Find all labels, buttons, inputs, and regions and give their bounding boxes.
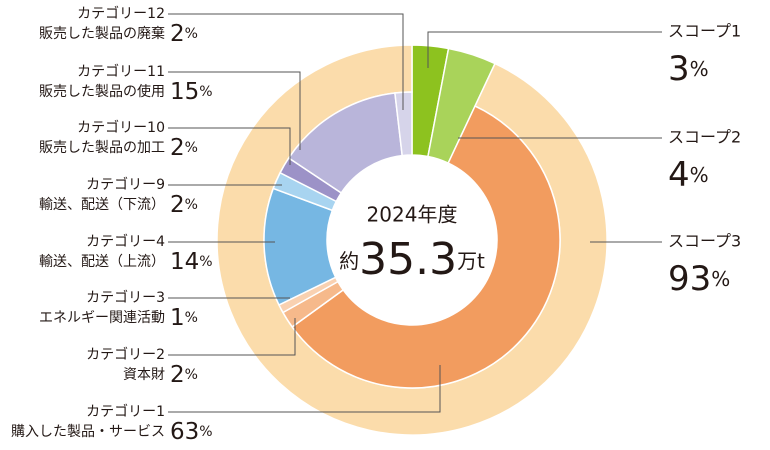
- category-value: 2%: [170, 135, 198, 161]
- total-prefix: 約: [339, 249, 359, 273]
- category-name: カテゴリー12: [77, 5, 165, 22]
- category-segment: [394, 91, 413, 157]
- category-description: 輸送、配送（下流）: [39, 197, 165, 213]
- value-unit: %: [199, 424, 212, 440]
- category-value: 2%: [170, 362, 198, 388]
- category-description: 資本財: [123, 367, 165, 383]
- category-value: 63%: [170, 419, 213, 445]
- value-unit: %: [185, 197, 198, 213]
- value-unit: %: [185, 140, 198, 156]
- value-number: 2: [170, 192, 185, 218]
- value-number: 2: [170, 21, 185, 47]
- total-unit: 万t: [457, 249, 485, 273]
- category-name: カテゴリー1: [86, 403, 165, 420]
- value-number: 93: [668, 259, 711, 299]
- category-description: 輸送、配送（上流）: [39, 254, 165, 270]
- value-number: 2: [170, 135, 185, 161]
- category-name: カテゴリー3: [86, 289, 165, 306]
- scope-name: スコープ1: [668, 22, 741, 41]
- category-name: カテゴリー4: [86, 233, 165, 250]
- leaders: [168, 13, 662, 413]
- value-number: 2: [170, 362, 185, 388]
- category-value: 2%: [170, 21, 198, 47]
- value-unit: %: [185, 367, 198, 383]
- category-description: 販売した製品の使用: [39, 83, 165, 100]
- value-unit: %: [185, 26, 198, 42]
- category-description: 購入した製品・サービス: [11, 424, 165, 440]
- category-description: 販売した製品の加工: [39, 140, 165, 156]
- value-unit: %: [690, 163, 709, 187]
- category-name: カテゴリー10: [77, 119, 165, 136]
- total-value: 35.3: [359, 234, 457, 285]
- value-unit: %: [185, 310, 198, 326]
- value-unit: %: [199, 84, 212, 100]
- category-value: 14%: [170, 249, 213, 275]
- scope-value: 3%: [668, 49, 709, 89]
- value-number: 14: [170, 249, 199, 275]
- category-value: 15%: [170, 79, 213, 105]
- scope-value: 4%: [668, 155, 709, 195]
- category-value: 2%: [170, 192, 198, 218]
- category-description: 販売した製品の廃棄: [39, 25, 165, 42]
- value-unit: %: [199, 254, 212, 270]
- rings: [216, 44, 608, 436]
- value-number: 15: [170, 79, 199, 105]
- center-title: 2024年度: [367, 203, 458, 227]
- center-total: 約35.3万t: [339, 234, 485, 285]
- leader-line: [168, 365, 441, 413]
- value-number: 4: [668, 155, 690, 195]
- category-segment: [291, 105, 561, 389]
- leader-line: [427, 31, 662, 68]
- leader-line: [168, 13, 404, 110]
- value-number: 1: [170, 305, 185, 331]
- scope-name: スコープ3: [668, 232, 741, 251]
- category-name: カテゴリー2: [86, 346, 165, 363]
- leader-line: [168, 127, 291, 165]
- leader-line: [168, 71, 301, 150]
- category-name: カテゴリー9: [86, 176, 165, 193]
- category-description: エネルギー関連活動: [39, 310, 165, 326]
- value-unit: %: [690, 57, 709, 81]
- scope-name: スコープ2: [668, 128, 741, 147]
- category-value: 1%: [170, 305, 198, 331]
- value-unit: %: [711, 267, 730, 291]
- category-name: カテゴリー11: [77, 63, 165, 80]
- value-number: 63: [170, 419, 199, 445]
- value-number: 3: [668, 49, 690, 89]
- scope-value: 93%: [668, 259, 730, 299]
- leader-line: [168, 318, 296, 356]
